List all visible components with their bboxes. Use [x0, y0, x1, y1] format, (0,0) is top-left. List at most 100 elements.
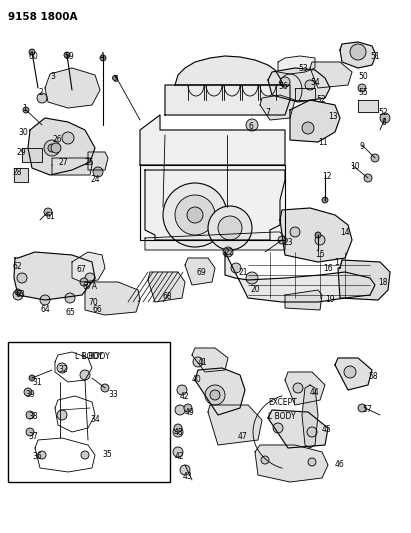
Bar: [8, 342, 170, 482]
Circle shape: [305, 80, 315, 90]
Polygon shape: [72, 252, 105, 282]
Polygon shape: [338, 260, 390, 300]
Text: 38: 38: [28, 412, 38, 421]
Text: 67: 67: [76, 265, 86, 274]
Polygon shape: [285, 290, 322, 310]
Text: 58: 58: [368, 372, 378, 381]
Text: 42: 42: [180, 392, 189, 401]
Text: 16: 16: [323, 264, 332, 273]
Text: 28: 28: [12, 168, 21, 177]
Text: 12: 12: [322, 172, 332, 181]
Circle shape: [280, 77, 290, 87]
Circle shape: [80, 370, 90, 380]
Polygon shape: [290, 100, 340, 142]
Polygon shape: [358, 100, 378, 112]
Polygon shape: [208, 405, 262, 445]
Circle shape: [261, 456, 269, 464]
Text: 64: 64: [40, 305, 50, 314]
Circle shape: [218, 216, 242, 240]
Polygon shape: [85, 282, 140, 315]
Text: 63: 63: [15, 290, 25, 299]
Polygon shape: [268, 68, 330, 102]
Circle shape: [37, 93, 47, 103]
Circle shape: [308, 458, 316, 466]
Text: 53: 53: [298, 64, 308, 73]
Circle shape: [290, 227, 300, 237]
Circle shape: [48, 144, 56, 152]
Text: 18: 18: [378, 278, 388, 287]
Polygon shape: [340, 42, 376, 68]
Circle shape: [350, 44, 366, 60]
Text: 13: 13: [328, 112, 337, 121]
Text: 2: 2: [38, 88, 43, 97]
Polygon shape: [35, 438, 95, 472]
Circle shape: [81, 451, 89, 459]
Circle shape: [210, 390, 220, 400]
Text: 27: 27: [58, 158, 68, 167]
Text: 32: 32: [58, 365, 68, 374]
Text: L BODY: L BODY: [75, 352, 103, 361]
Text: 50: 50: [358, 72, 368, 81]
Text: 48: 48: [174, 428, 184, 437]
Polygon shape: [165, 85, 290, 115]
Text: 49: 49: [185, 408, 195, 417]
Text: 14: 14: [340, 228, 350, 237]
Polygon shape: [145, 170, 285, 240]
Circle shape: [223, 247, 233, 257]
Circle shape: [93, 167, 103, 177]
Polygon shape: [14, 168, 28, 182]
Text: 5: 5: [113, 75, 118, 84]
Circle shape: [113, 76, 118, 80]
Polygon shape: [268, 410, 328, 448]
Text: EXCEPT: EXCEPT: [268, 398, 297, 407]
Polygon shape: [335, 358, 372, 390]
Circle shape: [273, 423, 283, 433]
Text: 37: 37: [28, 432, 38, 441]
Circle shape: [80, 278, 88, 286]
Polygon shape: [255, 445, 328, 482]
Text: 46: 46: [335, 460, 345, 469]
Circle shape: [322, 197, 328, 203]
Circle shape: [15, 289, 21, 295]
Text: 39: 39: [25, 390, 35, 399]
Circle shape: [187, 207, 203, 223]
Polygon shape: [55, 352, 92, 382]
Circle shape: [26, 428, 34, 436]
Circle shape: [344, 366, 356, 378]
Text: 68: 68: [162, 292, 172, 301]
Circle shape: [174, 424, 182, 432]
Text: 40: 40: [192, 375, 202, 384]
Circle shape: [57, 410, 67, 420]
Circle shape: [44, 208, 52, 216]
Circle shape: [193, 357, 203, 367]
Polygon shape: [278, 56, 315, 74]
Circle shape: [205, 385, 225, 405]
Circle shape: [44, 140, 60, 156]
Text: 7: 7: [265, 108, 270, 117]
Text: 3: 3: [50, 72, 55, 81]
Text: 9158 1800A: 9158 1800A: [8, 12, 78, 22]
Text: 61: 61: [45, 212, 55, 221]
Text: 23: 23: [283, 238, 293, 247]
Circle shape: [315, 235, 325, 245]
Text: 47: 47: [238, 432, 248, 441]
Text: 42: 42: [175, 452, 185, 461]
Circle shape: [57, 363, 67, 373]
Text: 17: 17: [334, 258, 344, 267]
Polygon shape: [22, 148, 42, 162]
Circle shape: [13, 290, 23, 300]
Text: 67A: 67A: [82, 282, 97, 291]
Text: 65: 65: [65, 308, 75, 317]
Text: 20: 20: [250, 285, 260, 294]
Circle shape: [17, 273, 27, 283]
Circle shape: [278, 236, 286, 244]
Text: 30: 30: [18, 128, 28, 137]
Circle shape: [246, 119, 258, 131]
Circle shape: [358, 84, 366, 92]
Text: 26: 26: [52, 135, 62, 144]
Text: 29: 29: [16, 148, 25, 157]
Text: 9: 9: [360, 142, 365, 151]
Text: 56: 56: [278, 82, 288, 91]
Polygon shape: [192, 348, 228, 372]
Text: L BODY: L BODY: [268, 412, 296, 421]
